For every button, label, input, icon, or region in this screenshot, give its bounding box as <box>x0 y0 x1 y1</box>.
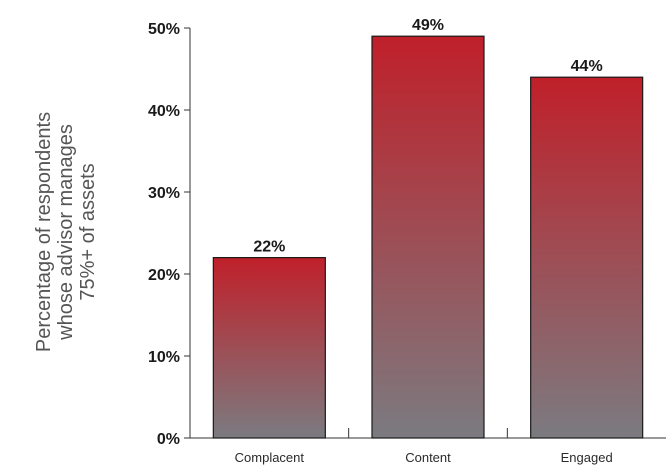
x-tick-label-engaged: Engaged <box>561 450 613 465</box>
y-tick-label-1: 10% <box>148 349 180 366</box>
bar-engaged <box>530 76 644 439</box>
bars <box>212 35 644 439</box>
data-label-content: 49% <box>412 17 444 34</box>
data-labels: 22% 49% 44% <box>253 17 602 255</box>
bar-complacent <box>212 257 326 439</box>
x-tick-label-complacent: Complacent <box>235 450 305 465</box>
y-tick-label-3: 30% <box>148 185 180 202</box>
y-axis-label: Percentage of respondents whose advisor … <box>33 112 99 352</box>
y-axis-ticks: 0% 10% 20% 30% 40% 50% <box>148 21 190 448</box>
data-label-engaged: 44% <box>571 58 603 75</box>
data-label-complacent: 22% <box>253 239 285 256</box>
y-axis-label-line-3: 75%+ of assets <box>77 163 99 300</box>
y-tick-label-4: 40% <box>148 103 180 120</box>
y-tick-label-0: 0% <box>157 431 180 448</box>
x-tick-label-content: Content <box>405 450 451 465</box>
y-tick-label-2: 20% <box>148 267 180 284</box>
x-axis-tick-labels: Complacent Content Engaged <box>235 450 613 465</box>
y-tick-label-5: 50% <box>148 21 180 38</box>
x-axis-separators <box>348 428 508 438</box>
y-axis-label-line-1: Percentage of respondents <box>33 112 55 352</box>
y-axis-label-line-2: whose advisor manages <box>55 124 77 341</box>
bar-content <box>371 35 485 439</box>
